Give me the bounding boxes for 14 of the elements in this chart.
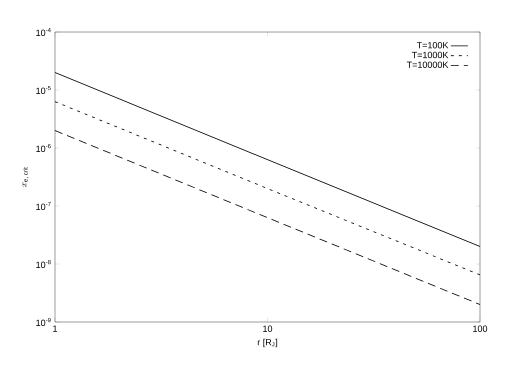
- x-tick-label: 100: [473, 326, 488, 332]
- y-tick-label: 10$^{-9}$: [36, 318, 51, 326]
- y-tick-label: 10$^{-5}$: [36, 86, 51, 94]
- legend-label: T=100K: [416, 42, 448, 48]
- legend-label: T=10000K: [406, 62, 448, 68]
- y-tick-label: 10$^{-8}$: [36, 260, 51, 268]
- y-axis-title: $x_{\mathrm{e,\,crit}}$: [22, 167, 29, 188]
- x-tick-label: 10: [263, 326, 272, 332]
- x-tick-label: 1: [53, 326, 58, 332]
- x-axis-title: r [R$_{J}$]: [258, 338, 278, 348]
- legend-label: T=1000K: [412, 52, 448, 58]
- y-tick-label: 10$^{-4}$: [36, 28, 51, 36]
- y-tick-label: 10$^{-6}$: [36, 144, 51, 152]
- y-tick-label: 10$^{-7}$: [36, 202, 51, 210]
